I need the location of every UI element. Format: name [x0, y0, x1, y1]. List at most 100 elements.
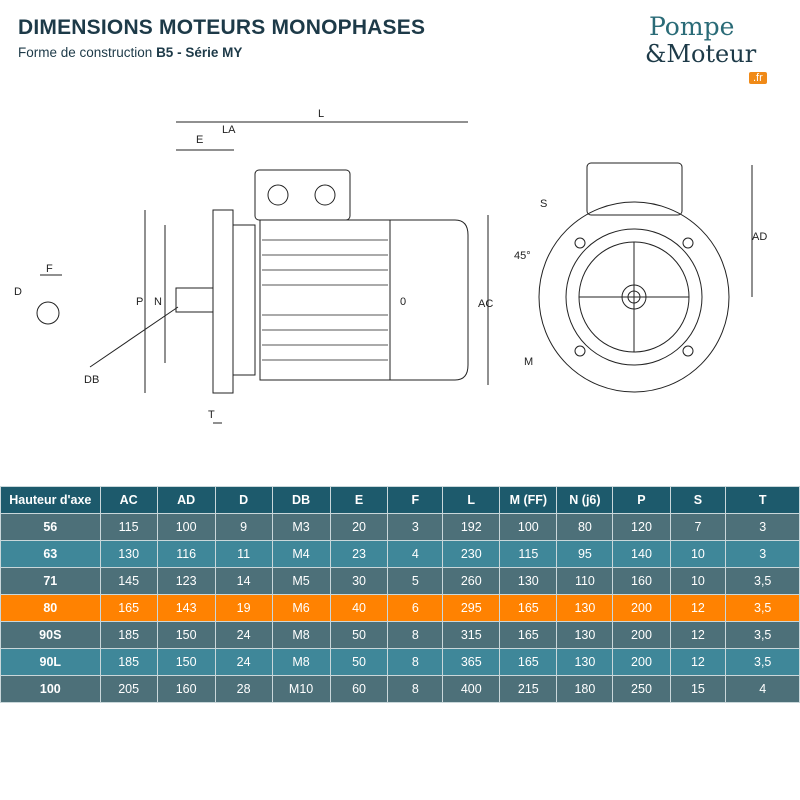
- table-cell: M3: [271, 513, 331, 541]
- table-cell: 4: [725, 675, 800, 703]
- label-M: M: [524, 356, 533, 368]
- table-cell: 50: [329, 648, 389, 676]
- label-P: P: [136, 296, 143, 308]
- table-cell: 130: [99, 540, 158, 568]
- table-cell: M5: [271, 567, 331, 595]
- label-F: F: [46, 263, 53, 275]
- table-cell: 19: [214, 594, 273, 622]
- table-cell: 20: [329, 513, 389, 541]
- table-cell: 130: [556, 621, 614, 649]
- table-cell: 130: [499, 567, 558, 595]
- table-cell: 6: [387, 594, 444, 622]
- table-cell: 3,5: [725, 648, 800, 676]
- table-cell: 90S: [0, 621, 101, 649]
- table-cell: 5: [387, 567, 444, 595]
- logo-badge: .fr: [749, 72, 767, 84]
- logo-line2: &Moteur: [645, 40, 757, 68]
- table-cell: 8: [387, 675, 444, 703]
- column-header: L: [442, 486, 501, 514]
- table-cell: 120: [612, 513, 671, 541]
- table-cell: 9: [214, 513, 273, 541]
- table-cell: 95: [556, 540, 614, 568]
- table-cell: M10: [271, 675, 331, 703]
- dimensions-table: Hauteur d'axe AC AD D DB E F L M (FF) N (j6) P S T 5…: [0, 486, 800, 703]
- table-cell: 15: [669, 675, 727, 703]
- label-N: N: [154, 296, 162, 308]
- table-cell: 50: [329, 621, 389, 649]
- front-view: [538, 162, 753, 393]
- label-AD: AD: [752, 231, 767, 243]
- table-cell: M8: [271, 621, 331, 649]
- column-header: T: [725, 486, 800, 514]
- table-cell: M6: [271, 594, 331, 622]
- table-cell: 3: [725, 540, 800, 568]
- table-cell: 123: [156, 567, 216, 595]
- table-cell: 80: [556, 513, 614, 541]
- table-cell: 200: [612, 621, 671, 649]
- table-cell: 115: [499, 540, 558, 568]
- label-DB: DB: [84, 374, 99, 386]
- table-cell: 140: [612, 540, 671, 568]
- table-cell: 150: [156, 648, 216, 676]
- table-cell: 40: [329, 594, 389, 622]
- table-cell: 192: [442, 513, 501, 541]
- subtitle-prefix: Forme de construction: [18, 45, 157, 60]
- table-cell: 100: [156, 513, 216, 541]
- side-view: [36, 121, 489, 424]
- table-row: 90S 185 150 24 M8 50 8 315 165 130 200 12 3,5: [0, 621, 800, 649]
- dimension-labels: L E LA F D P N DB T AC 0 S 45° AD M: [14, 108, 767, 421]
- label-L: L: [318, 108, 324, 120]
- table-cell: 56: [0, 513, 101, 541]
- page-subtitle: Forme de construction B5 - Série MY: [18, 45, 242, 60]
- label-AC: AC: [478, 298, 493, 310]
- column-header: AD: [156, 486, 216, 514]
- table-cell: 160: [612, 567, 671, 595]
- table-cell: 143: [156, 594, 216, 622]
- table-cell: 165: [499, 648, 558, 676]
- label-T: T: [208, 409, 215, 421]
- subtitle-series: B5 - Série MY: [156, 45, 243, 60]
- table-cell: 180: [556, 675, 614, 703]
- table-cell: 3: [725, 513, 800, 541]
- table-cell: 90L: [0, 648, 101, 676]
- table-row: 63 130 116 11 M4 23 4 230 115 95 140 10 3: [0, 540, 800, 568]
- table-cell: 100: [499, 513, 558, 541]
- table-cell: 10: [669, 540, 727, 568]
- table-cell: 130: [556, 594, 614, 622]
- column-header: Hauteur d'axe: [0, 486, 101, 514]
- table-cell: 215: [499, 675, 558, 703]
- table-cell: 4: [387, 540, 444, 568]
- table-cell: 24: [214, 621, 273, 649]
- column-header: DB: [271, 486, 331, 514]
- table-cell: 110: [556, 567, 614, 595]
- column-header: S: [669, 486, 727, 514]
- column-header: AC: [99, 486, 158, 514]
- table-cell: 71: [0, 567, 101, 595]
- table-cell: 165: [499, 594, 558, 622]
- column-header: N (j6): [556, 486, 614, 514]
- table-row: 71 145 123 14 M5 30 5 260 130 110 160 10 3,5: [0, 567, 800, 595]
- table-cell: 205: [99, 675, 158, 703]
- table-cell: 185: [99, 648, 158, 676]
- column-header: E: [329, 486, 389, 514]
- column-header: F: [387, 486, 444, 514]
- table-cell: 3,5: [725, 567, 800, 595]
- label-angle: 45°: [514, 250, 531, 262]
- table-cell: 185: [99, 621, 158, 649]
- label-S: S: [540, 198, 547, 210]
- motor-drawing: L E LA F D P N DB T AC 0 S 45° AD M: [14, 108, 767, 424]
- logo: Pompe &Moteur .fr: [645, 12, 785, 87]
- table-cell: 160: [156, 675, 216, 703]
- table-cell: M4: [271, 540, 331, 568]
- table-cell: 14: [214, 567, 273, 595]
- table-cell: 295: [442, 594, 501, 622]
- label-O: 0: [400, 296, 406, 308]
- table-cell: 100: [0, 675, 101, 703]
- table-cell: 116: [156, 540, 216, 568]
- column-header: P: [612, 486, 671, 514]
- table-cell: 7: [669, 513, 727, 541]
- table-cell: 315: [442, 621, 501, 649]
- table-cell: 10: [669, 567, 727, 595]
- table-cell: 365: [442, 648, 501, 676]
- table-cell: 63: [0, 540, 101, 568]
